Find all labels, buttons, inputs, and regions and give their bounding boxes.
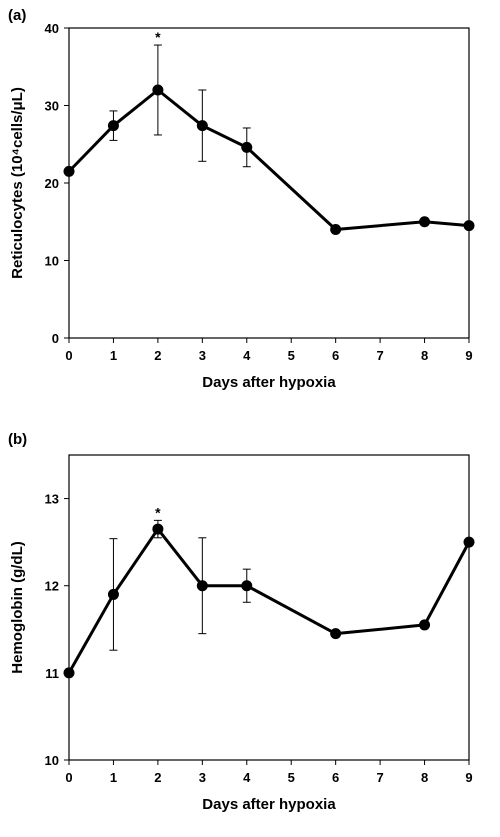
panel-a-xtick-label: 2: [154, 348, 161, 363]
panel-a-ytick-label: 0: [52, 331, 59, 346]
panel-a-ytick-label: 40: [45, 21, 59, 36]
panel-b-y-axis-title: Hemoglobin (g/dL): [9, 541, 26, 673]
panel-b-series-line: [67, 527, 471, 674]
panel-a-xtick-label: 1: [110, 348, 117, 363]
panel-b-xtick-label: 8: [421, 770, 428, 785]
panel-a-ytick-label: 10: [45, 254, 59, 269]
panel-b-xtick-label: 7: [376, 770, 383, 785]
panel-a-data-point: [107, 120, 119, 132]
panel-b-ytick-label: 12: [45, 579, 59, 594]
panel-b-xtick-label: 0: [65, 770, 72, 785]
panel-a-xtick-label: 0: [65, 348, 72, 363]
panel-a-data-point: [196, 120, 208, 132]
panel-b-data-point: [63, 667, 75, 679]
panel-a-xtick-label: 4: [243, 348, 251, 363]
panel-a-plot-frame: [68, 27, 470, 339]
panel-a-data-point: [63, 165, 75, 177]
panel-b-xtick-label: 9: [465, 770, 472, 785]
panel-b-data-point: [107, 588, 119, 600]
panel-b-data-point: [463, 536, 475, 548]
panel-b-ytick-label: 13: [45, 492, 59, 507]
panel-b-data-point: [419, 619, 431, 631]
panel-a-ytick-label: 30: [45, 99, 59, 114]
panel-a-data-point: [330, 224, 342, 235]
panel-b-x-axis-title: Days after hypoxia: [202, 796, 336, 813]
panel-b-data-point: [241, 580, 253, 592]
panel-a-xtick-label: 9: [465, 348, 472, 363]
panel-a-significance-marker: *: [155, 29, 161, 45]
panel-b-xtick-label: 3: [199, 770, 206, 785]
panel-b-xtick-label: 6: [332, 770, 339, 785]
panel-a-xtick-label: 3: [199, 348, 206, 363]
panel-a-xtick-label: 6: [332, 348, 339, 363]
panel-b-significance-marker: *: [155, 504, 161, 520]
panel-a-y-axis-title: Reticulocytes (10⁴cells/μL): [9, 87, 26, 279]
panel-b-xtick-label: 2: [154, 770, 161, 785]
panel-b-ytick-label: 10: [45, 753, 59, 768]
panel-b-label: (b): [8, 431, 27, 448]
panel-a-x-axis-title: Days after hypoxia: [202, 374, 336, 391]
panel-a-data-point: [463, 220, 475, 232]
panel-a-data-point: [152, 84, 164, 96]
panel-a-xtick-label: 8: [421, 348, 428, 363]
panel-b-data-point: [196, 580, 208, 592]
panel-a-ytick-label: 20: [45, 176, 59, 191]
panel-b-xtick-label: 4: [243, 770, 251, 785]
panel-b-xtick-label: 1: [110, 770, 117, 785]
panel-a-xtick-label: 7: [376, 348, 383, 363]
panel-a-label: (a): [8, 7, 26, 24]
panel-b-plot-frame: [68, 454, 470, 761]
panel-a-series-line: [67, 88, 470, 231]
panel-b-xtick-label: 5: [288, 770, 295, 785]
panel-a-data-point: [419, 216, 431, 228]
panel-a-data-point: [241, 141, 253, 153]
panel-b-data-point: [152, 523, 164, 535]
panel-b-data-point: [330, 628, 342, 640]
panel-b-ytick-label: 11: [45, 666, 59, 681]
panel-a-xtick-label: 5: [288, 348, 295, 363]
